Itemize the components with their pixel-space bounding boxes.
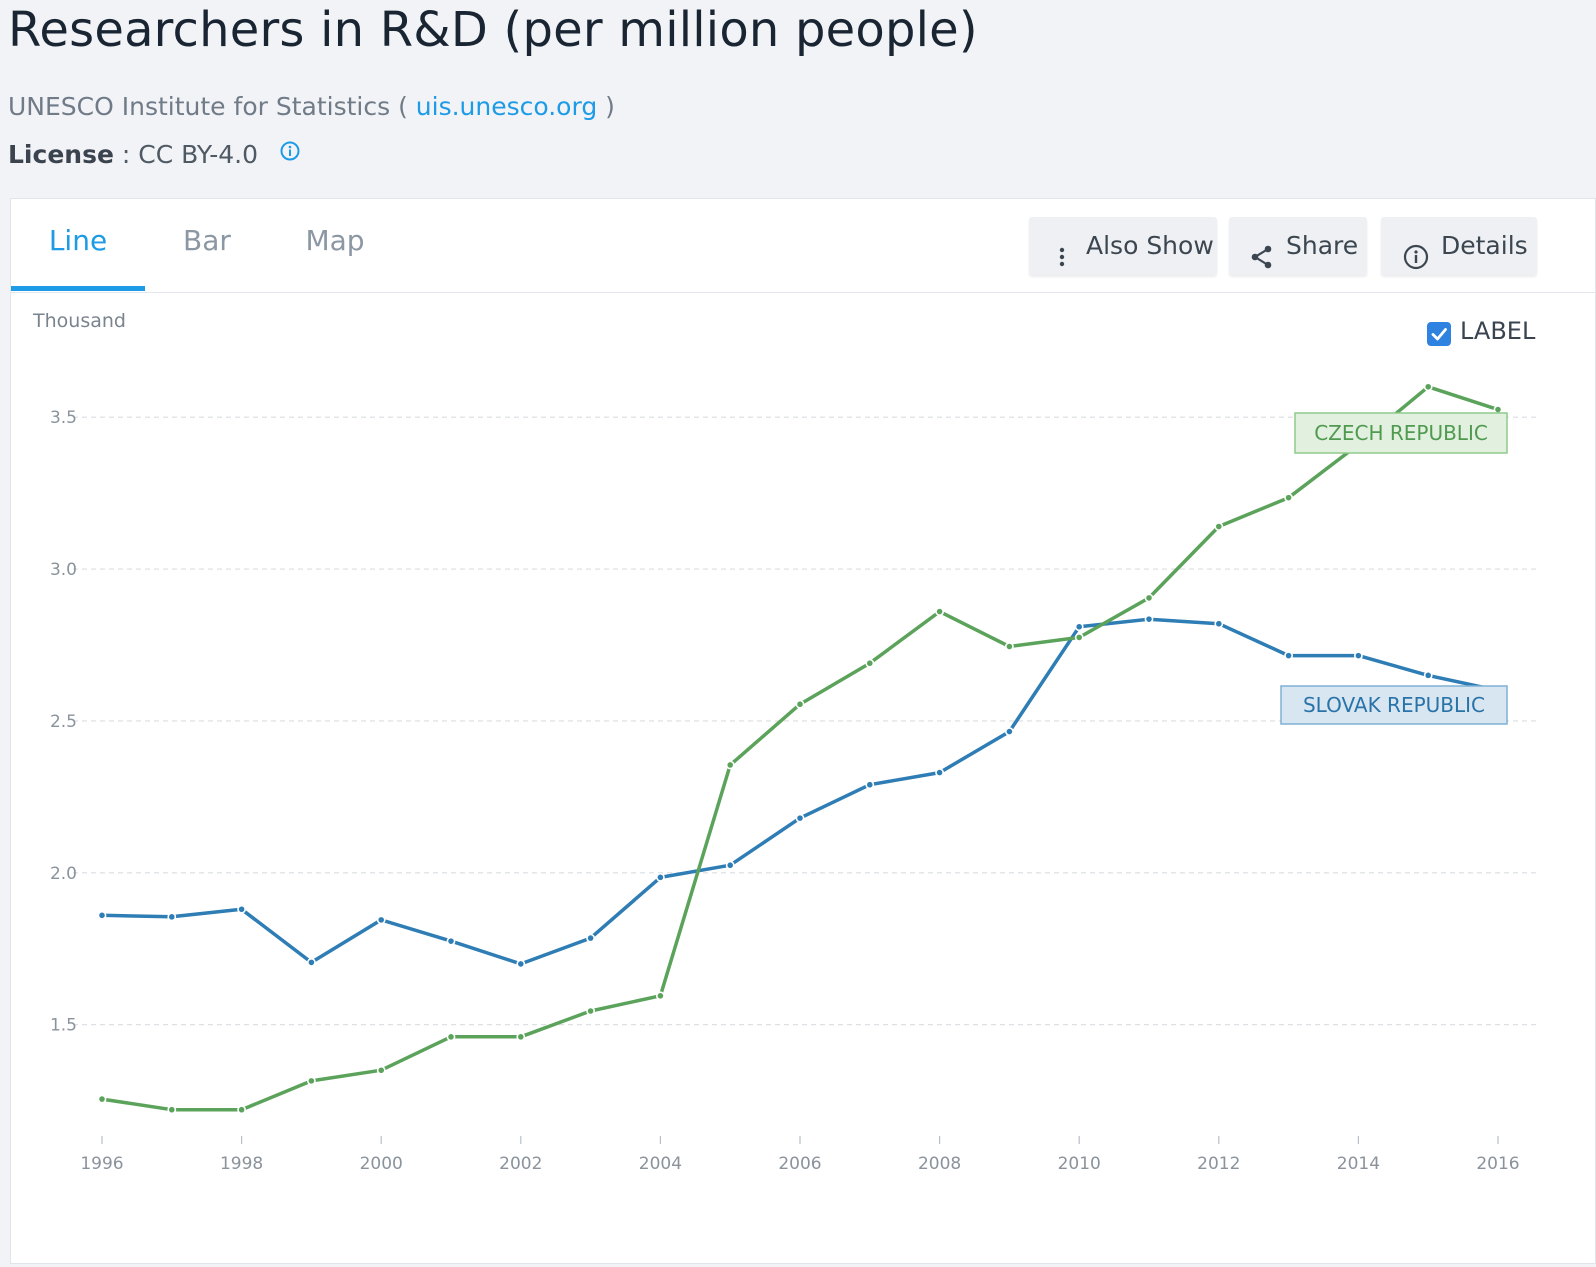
source-line: UNESCO Institute for Statistics ( uis.un… xyxy=(8,92,615,121)
data-point xyxy=(376,1065,386,1075)
data-point xyxy=(1493,405,1503,414)
active-tab-indicator xyxy=(11,286,145,291)
also-show-button[interactable]: Also Show xyxy=(1029,217,1217,275)
y-tick-label: 2.5 xyxy=(50,712,77,732)
details-button[interactable]: Details xyxy=(1381,217,1537,275)
data-point xyxy=(1144,614,1154,624)
data-point xyxy=(1354,651,1363,661)
data-point xyxy=(446,1032,456,1042)
series-end-label-box xyxy=(1294,412,1508,454)
data-point xyxy=(586,933,595,943)
share-label: Share xyxy=(1286,231,1359,260)
x-tick-label: 2014 xyxy=(1337,1154,1380,1174)
data-point xyxy=(1005,642,1014,651)
data-point xyxy=(656,991,665,1001)
license-info-icon[interactable] xyxy=(280,138,300,161)
data-point xyxy=(1144,593,1154,603)
chart-type-tabs: Line Bar Map Also Show xyxy=(11,199,1595,293)
checkbox-checked-icon[interactable] xyxy=(1427,322,1451,346)
data-point xyxy=(1005,727,1014,736)
data-point xyxy=(97,1094,107,1104)
tab-bar[interactable]: Bar xyxy=(183,224,231,257)
data-point xyxy=(865,780,875,790)
label-toggle-text: LABEL xyxy=(1460,317,1536,345)
data-point xyxy=(237,1105,246,1115)
data-point xyxy=(1284,493,1293,503)
data-point xyxy=(935,607,944,616)
info-icon xyxy=(1403,233,1429,270)
data-point xyxy=(1284,651,1293,661)
data-point xyxy=(167,1105,177,1115)
data-point xyxy=(795,699,805,709)
share-icon xyxy=(1249,233,1275,269)
data-point xyxy=(376,915,386,925)
data-point xyxy=(725,760,735,770)
license-value: : CC BY-4.0 xyxy=(121,140,258,169)
data-point xyxy=(725,860,735,870)
x-tick-label: 2004 xyxy=(639,1154,682,1174)
data-point xyxy=(656,872,665,882)
y-tick-label: 1.5 xyxy=(50,1016,77,1036)
source-suffix: ) xyxy=(605,92,615,121)
data-point xyxy=(516,959,526,969)
chart-card: Line Bar Map Also Show xyxy=(10,198,1596,1264)
source-prefix: UNESCO Institute for Statistics ( xyxy=(8,92,408,121)
y-tick-label: 3.5 xyxy=(50,408,77,428)
data-point xyxy=(1423,382,1433,392)
license-line: License : CC BY-4.0 xyxy=(8,138,300,169)
x-tick-label: 1996 xyxy=(80,1154,123,1174)
x-tick-label: 2000 xyxy=(360,1154,403,1174)
data-point xyxy=(306,1076,316,1086)
data-point xyxy=(1423,670,1433,680)
data-point xyxy=(1074,622,1084,632)
y-axis-label: Thousand xyxy=(32,310,126,332)
data-point xyxy=(1214,522,1224,531)
series-end-label: CZECH REPUBLIC xyxy=(1314,421,1488,445)
series-line xyxy=(101,617,1499,966)
data-point xyxy=(167,912,177,922)
y-tick-label: 2.0 xyxy=(50,864,77,884)
x-tick-label: 2002 xyxy=(499,1154,542,1174)
details-label: Details xyxy=(1441,231,1528,260)
y-tick-label: 3.0 xyxy=(50,560,77,580)
data-point xyxy=(97,910,107,920)
data-point xyxy=(516,1032,526,1042)
x-tick-label: 2016 xyxy=(1476,1154,1519,1174)
x-tick-label: 2006 xyxy=(778,1154,821,1174)
tab-map[interactable]: Map xyxy=(305,224,365,257)
data-point xyxy=(795,813,805,823)
also-show-label: Also Show xyxy=(1086,231,1214,260)
more-vertical-icon xyxy=(1049,233,1075,267)
data-point xyxy=(446,936,456,946)
page-title: Researchers in R&D (per million people) xyxy=(8,2,978,58)
x-tick-label: 2012 xyxy=(1197,1154,1240,1174)
data-point xyxy=(865,658,875,668)
data-point xyxy=(935,768,944,777)
tab-line[interactable]: Line xyxy=(48,224,108,257)
data-point xyxy=(306,958,316,967)
x-tick-label: 2010 xyxy=(1058,1154,1101,1174)
x-tick-label: 2008 xyxy=(918,1154,961,1174)
data-point xyxy=(1214,619,1224,629)
share-button[interactable]: Share xyxy=(1229,217,1367,275)
license-label: License xyxy=(8,140,114,169)
x-tick-label: 1998 xyxy=(220,1154,263,1174)
chart-area: LABEL Thousand 1.5 2.0 2.5 3.0 3.5 1996 1998 200… xyxy=(11,293,1596,1263)
series-end-label: SLOVAK REPUBLIC xyxy=(1303,693,1485,717)
source-link[interactable]: uis.unesco.org xyxy=(415,92,598,121)
data-point xyxy=(237,904,246,914)
data-point xyxy=(1074,632,1084,642)
series-end-label-box xyxy=(1280,685,1508,725)
data-point xyxy=(586,1006,595,1016)
line-chart: Thousand 1.5 2.0 2.5 3.0 3.5 1996 1998 2000 2002 2… xyxy=(32,310,1539,1174)
